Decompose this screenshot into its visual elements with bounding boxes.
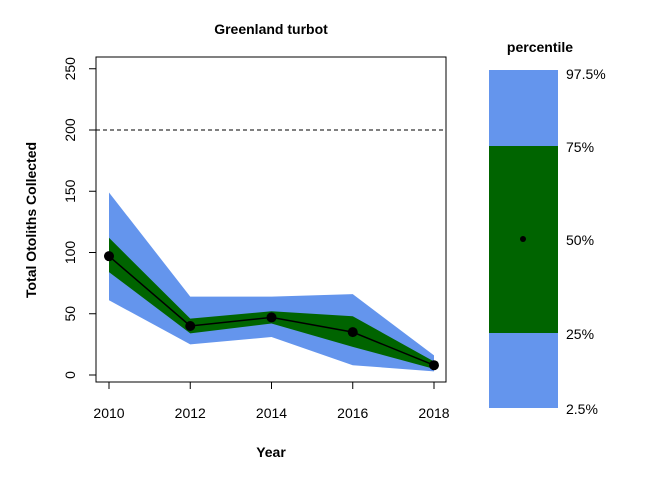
y-axis: 0 50 100 150 200 250 — [62, 57, 97, 379]
y-axis-title: Total Otoliths Collected — [23, 142, 39, 298]
legend-median-point — [520, 236, 526, 242]
median-point — [266, 312, 277, 323]
legend: percentile 97.5% 75% 50% 25% 2.5% — [489, 39, 606, 417]
legend-label-50: 50% — [566, 232, 594, 248]
median-point — [429, 360, 439, 371]
median-point — [104, 251, 114, 262]
legend-label-97-5: 97.5% — [566, 66, 606, 82]
plot-area — [96, 129, 446, 372]
legend-label-2-5: 2.5% — [566, 401, 598, 417]
legend-label-25: 25% — [566, 326, 594, 342]
y-tick-label: 150 — [62, 179, 78, 203]
y-tick-label: 200 — [62, 118, 78, 142]
x-tick-label: 2012 — [175, 405, 206, 421]
x-tick-label: 2016 — [337, 405, 368, 421]
y-tick-label: 0 — [62, 371, 78, 379]
legend-title: percentile — [507, 39, 573, 55]
x-tick-label: 2018 — [418, 405, 449, 421]
legend-label-75: 75% — [566, 139, 594, 155]
y-tick-label: 100 — [62, 241, 78, 265]
x-tick-label: 2010 — [93, 405, 124, 421]
median-point — [185, 321, 196, 331]
y-tick-label: 50 — [62, 306, 78, 322]
x-axis: 2010 2012 2014 2016 2018 — [93, 381, 450, 421]
median-point — [347, 327, 358, 338]
y-tick-label: 250 — [62, 57, 78, 81]
x-axis-title: Year — [256, 444, 286, 460]
chart-title: Greenland turbot — [214, 21, 328, 37]
x-tick-label: 2014 — [256, 405, 287, 421]
